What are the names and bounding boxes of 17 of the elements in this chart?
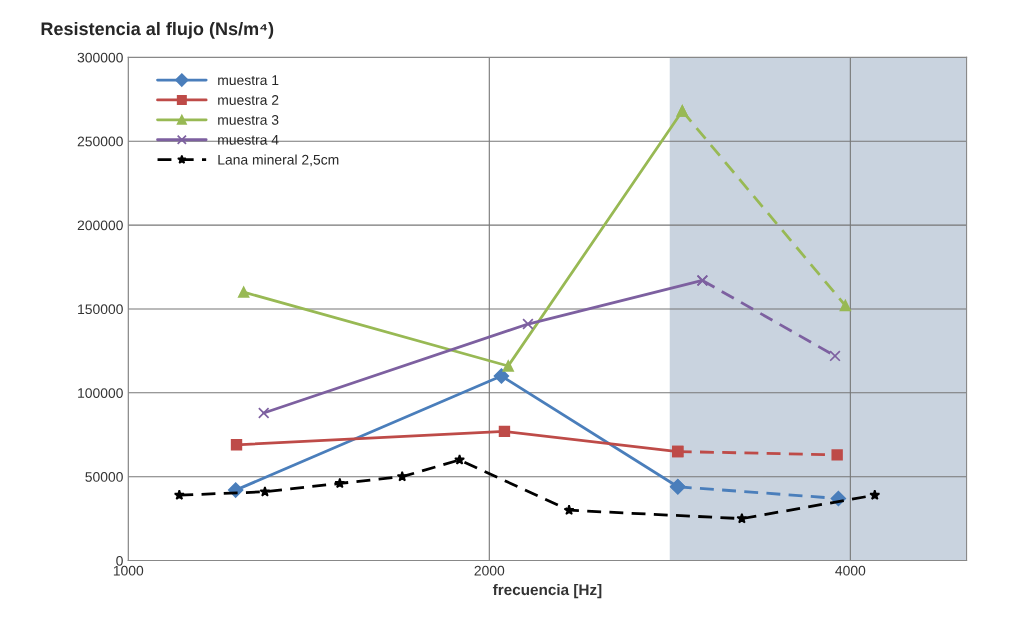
y-tick-label: 150000 [78, 304, 123, 315]
legend-label: muestra 1 [218, 75, 279, 86]
y-tick-label: 200000 [77, 220, 123, 231]
y-tick-label: 300000 [77, 52, 123, 63]
y-axis-title: Resistencia al flujo (Ns/m⁴) [41, 21, 274, 39]
y-tick-label: 0 [116, 555, 123, 566]
x-tick-label: 1000 [113, 565, 144, 576]
x-tick-label: 2000 [474, 565, 505, 576]
y-tick-label: 100000 [78, 388, 123, 398]
y-tick-label: 50000 [85, 472, 123, 482]
legend-label: muestra 2 [218, 95, 279, 105]
x-axis-title: frecuencia [Hz] [492, 583, 602, 599]
x-tick-label: 4000 [835, 565, 866, 576]
legend-label: muestra 4 [218, 135, 279, 145]
legend-label: Lana mineral 2,5cm [218, 154, 339, 167]
legend-label: muestra 3 [218, 115, 279, 125]
y-tick-label: 250000 [77, 136, 123, 147]
